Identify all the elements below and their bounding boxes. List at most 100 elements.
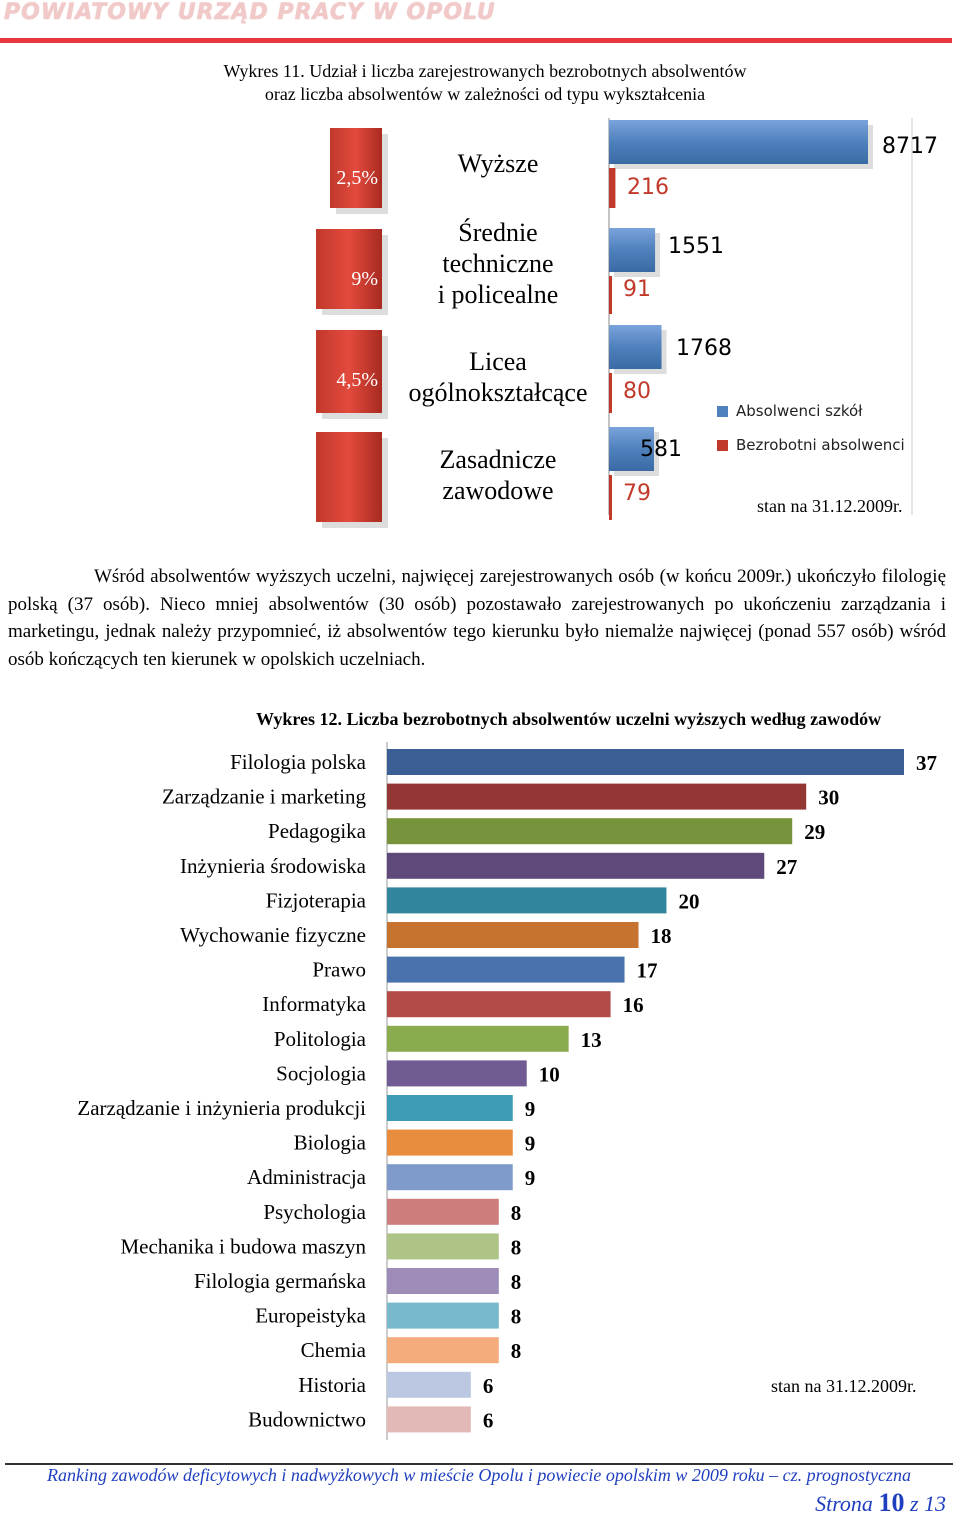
field-bar — [387, 1060, 527, 1087]
legend-swatch-blue — [717, 406, 728, 417]
share-crop-mask — [0, 110, 312, 530]
page-number: Strona 10 z 13 — [815, 1488, 946, 1518]
graduates-value-label: 1551 — [668, 234, 724, 259]
field-bar — [387, 852, 765, 879]
field-bar — [387, 1302, 499, 1329]
field-value-label: 8 — [511, 1235, 522, 1259]
category-label: Średnie — [458, 218, 538, 247]
field-label: Zarządzanie i inżynieria produkcji — [77, 1096, 366, 1120]
field-value-label: 13 — [581, 1028, 602, 1052]
field-label: Filologia germańska — [194, 1269, 367, 1293]
field-bar — [387, 887, 667, 914]
field-value-label: 17 — [637, 959, 658, 983]
unemployed-bar — [609, 373, 612, 413]
share-bar — [330, 128, 382, 208]
office-header-title: POWIATOWY URZĄD PRACY W OPOLU — [4, 0, 496, 25]
field-bar — [387, 1095, 513, 1121]
unemployed-value-label: 79 — [623, 481, 651, 506]
field-value-label: 10 — [539, 1062, 560, 1086]
field-label: Wychowanie fizyczne — [180, 923, 366, 947]
category-label: techniczne — [442, 249, 554, 278]
share-bar — [316, 330, 382, 413]
graduates-bar — [609, 120, 868, 164]
field-label: Psychologia — [263, 1200, 366, 1224]
field-value-label: 6 — [483, 1374, 494, 1398]
category-label: Wyższe — [457, 149, 539, 178]
field-label: Biologia — [294, 1131, 367, 1155]
page-current: 10 — [878, 1488, 905, 1517]
category-label: zawodowe — [442, 476, 554, 505]
field-value-label: 16 — [623, 993, 644, 1017]
unemployed-value-label: 91 — [623, 277, 651, 302]
field-label: Filologia polska — [230, 750, 367, 774]
legend-absolwenci: Absolwenci szkół — [717, 402, 862, 420]
field-value-label: 29 — [804, 820, 825, 844]
field-bar — [387, 1268, 499, 1294]
share-value-label: 4,5% — [336, 369, 378, 391]
graduates-value-label: 1768 — [676, 336, 732, 361]
chart2-graphics: Filologia polska 37 Zarządzanie i marketin… — [77, 742, 937, 1440]
field-value-label: 18 — [651, 924, 672, 948]
field-value-label: 8 — [511, 1201, 522, 1225]
field-value-label: 30 — [818, 786, 839, 810]
field-label: Informatyka — [262, 992, 366, 1016]
field-bar — [387, 1198, 499, 1225]
graduates-value-label: 581 — [640, 437, 682, 462]
field-value-label: 27 — [776, 855, 797, 879]
field-value-label: 9 — [525, 1132, 536, 1156]
field-label: Historia — [298, 1373, 366, 1397]
page-total: 13 — [924, 1491, 946, 1516]
field-label: Inżynieria środowiska — [180, 854, 367, 878]
category-label: Licea — [469, 347, 527, 376]
field-bar — [387, 991, 611, 1018]
field-bar — [387, 1129, 513, 1156]
field-bar — [387, 956, 625, 983]
field-label: Budownictwo — [248, 1407, 366, 1431]
unemployed-value-label: 216 — [627, 175, 669, 200]
legend-bezrobotni: Bezrobotni absolwenci — [717, 436, 905, 454]
field-bar — [387, 783, 807, 810]
field-bar — [387, 922, 639, 948]
unemployed-bar — [609, 475, 612, 520]
chart1-title-line1: Wykres 11. Udział i liczba zarejestrowan… — [223, 61, 747, 81]
field-bar — [387, 749, 904, 775]
field-value-label: 9 — [525, 1097, 536, 1121]
category-label: Zasadnicze — [439, 445, 557, 474]
analysis-paragraph: Wśród absolwentów wyższych uczelni, najw… — [8, 566, 946, 670]
field-label: Socjologia — [276, 1061, 367, 1085]
unemployed-bar — [609, 276, 612, 314]
page-prefix: Strona — [815, 1491, 873, 1516]
field-bar — [387, 1371, 471, 1398]
share-value-label: 2,5% — [336, 167, 378, 189]
field-label: Politologia — [274, 1027, 367, 1051]
category-label: ogólnokształcące — [408, 378, 588, 407]
field-label: Administracja — [247, 1165, 367, 1189]
graduates-bar — [609, 228, 656, 272]
field-label: Mechanika i budowa maszyn — [120, 1234, 366, 1258]
unemployed-value-label: 80 — [623, 379, 651, 404]
field-value-label: 8 — [511, 1305, 522, 1329]
header-divider — [0, 38, 952, 43]
graduates-bar — [609, 325, 662, 369]
chart2-unemployed-by-field: Filologia polska 37 Zarządzanie i marketin… — [77, 742, 937, 1440]
field-bar — [387, 1337, 499, 1364]
field-label: Fizjoterapia — [266, 888, 367, 912]
field-label: Prawo — [312, 958, 366, 982]
field-value-label: 9 — [525, 1166, 536, 1190]
field-bar — [387, 1025, 569, 1052]
share-bar — [316, 432, 382, 522]
legend-swatch-red — [717, 440, 728, 451]
share-bar — [316, 229, 382, 309]
field-label: Pedagogika — [268, 819, 367, 843]
chart2-date-note: stan na 31.12.2009r. — [771, 1376, 917, 1396]
field-value-label: 37 — [916, 751, 937, 775]
footer-divider — [5, 1463, 953, 1465]
field-bar — [387, 1406, 471, 1433]
chart1-date-note: stan na 31.12.2009r. — [757, 496, 903, 516]
chart1-graphics: 2,5% 9% 4,5% — [0, 110, 913, 530]
graduates-value-label: 8717 — [882, 134, 938, 159]
legend-absolwenci-label: Absolwenci szkół — [736, 402, 863, 420]
field-value-label: 8 — [511, 1270, 522, 1294]
field-bar — [387, 818, 793, 845]
chart1-title-line2: oraz liczba absolwentów w zależności od … — [264, 84, 706, 104]
